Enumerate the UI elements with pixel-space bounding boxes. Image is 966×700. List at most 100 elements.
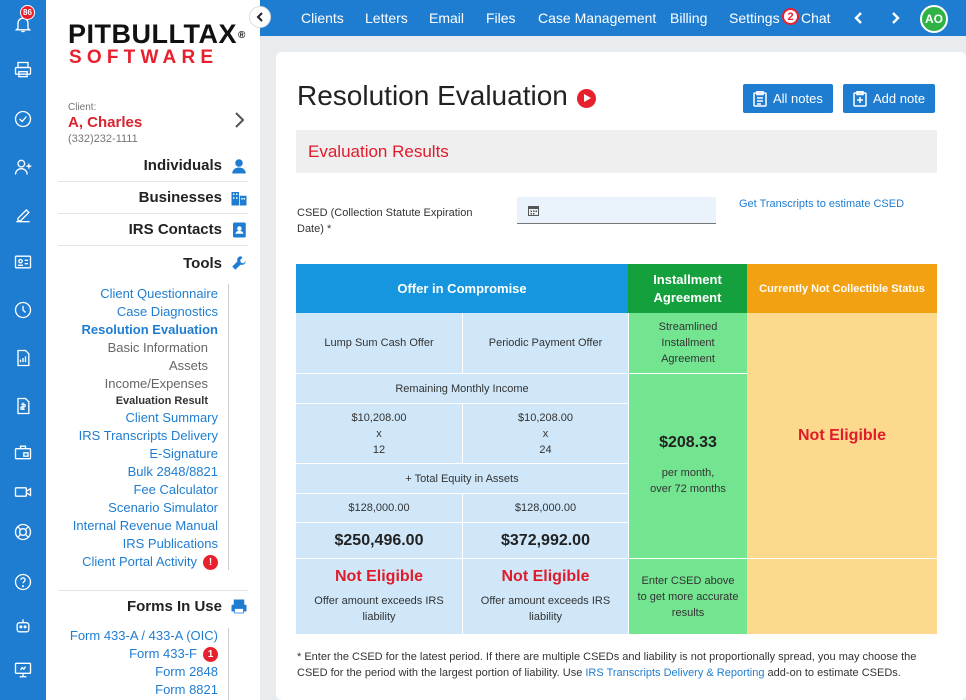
total-equity-label: + Total Equity in Assets — [296, 463, 628, 493]
printer-icon[interactable] — [11, 58, 35, 82]
ia-period-line1: per month, — [661, 467, 715, 479]
clipboard-icon — [753, 90, 767, 107]
lump-equity: $128,000.00 — [296, 493, 462, 522]
tool-client-questionnaire[interactable]: Client Questionnaire — [100, 286, 218, 301]
nav-forms-in-use-label: Forms In Use — [126, 598, 222, 615]
nav-prev-arrow[interactable] — [853, 11, 865, 25]
form-badge: 1 — [203, 647, 218, 663]
client-summary[interactable]: Client: A, Charles (332)232-1111 — [68, 102, 248, 145]
nav-settings[interactable]: Settings — [729, 10, 780, 26]
nav-individuals[interactable]: Individuals — [58, 150, 248, 182]
periodic-eligibility: Not Eligible Offer amount exceeds IRS li… — [462, 558, 628, 634]
tool-client-summary[interactable]: Client Summary — [125, 410, 218, 425]
chevron-right-icon[interactable] — [232, 110, 246, 130]
header-offer-in-compromise: Offer in Compromise — [296, 264, 628, 313]
periodic-equity: $128,000.00 — [462, 493, 628, 522]
invoice-icon[interactable] — [11, 394, 35, 418]
avatar[interactable]: AO — [920, 5, 948, 33]
pencil-icon[interactable] — [11, 203, 35, 227]
briefcase-lock-icon[interactable] — [11, 440, 35, 464]
robot-icon[interactable] — [11, 614, 35, 638]
periodic-total: $372,992.00 — [462, 522, 628, 558]
form-433-f-label: Form 433-F — [129, 646, 197, 661]
nav-irs-contacts[interactable]: IRS Contacts — [58, 214, 248, 246]
add-note-button[interactable]: Add note — [843, 84, 936, 113]
chevron-right-icon — [892, 12, 900, 24]
client-phone: (332)232-1111 — [68, 133, 138, 145]
lifebuoy-icon[interactable] — [11, 520, 35, 544]
monitor-icon[interactable] — [11, 658, 35, 682]
header-currently-not-collectible: Currently Not Collectible Status — [747, 264, 937, 313]
nav-businesses[interactable]: Businesses — [58, 182, 248, 214]
lump-income: $10,208.00 — [351, 411, 407, 424]
tool-e-signature[interactable]: E-Signature — [149, 446, 218, 461]
tool-client-portal-activity[interactable]: Client Portal Activity! — [82, 554, 218, 571]
notification-badge: 86 — [20, 5, 35, 20]
periodic-reason: Offer amount exceeds IRS liability — [480, 594, 611, 623]
tool-basic-information[interactable]: Basic Information — [107, 340, 208, 355]
nav-letters[interactable]: Letters — [365, 10, 408, 26]
csed-label: CSED (Collection Statute Expiration Date… — [297, 207, 473, 235]
lump-months: 12 — [372, 443, 386, 456]
tool-case-diagnostics[interactable]: Case Diagnostics — [116, 304, 218, 319]
evaluation-grid: Offer in Compromise Installment Agreemen… — [296, 264, 937, 634]
play-video-icon[interactable] — [577, 89, 596, 108]
tool-income-expenses[interactable]: Income/Expenses — [104, 376, 208, 391]
nav-businesses-label: Businesses — [138, 189, 222, 206]
form-2848[interactable]: Form 2848 — [155, 664, 218, 679]
tool-internal-revenue-manual[interactable]: Internal Revenue Manual — [72, 518, 218, 533]
remaining-monthly-income: Remaining Monthly Income — [296, 373, 628, 403]
contact-book-icon — [233, 222, 246, 237]
tool-fee-calculator[interactable]: Fee Calculator — [133, 482, 218, 497]
lump-sum-cash-offer: Lump Sum Cash Offer — [296, 313, 462, 373]
nav-email[interactable]: Email — [429, 10, 465, 26]
tool-evaluation-result[interactable]: Evaluation Result — [115, 395, 208, 407]
tools-tree-line — [228, 284, 229, 570]
periodic-multiply: x — [542, 427, 549, 440]
clock-icon[interactable] — [11, 298, 35, 322]
nav-billing[interactable]: Billing — [670, 10, 708, 26]
pitbulltax-logo[interactable]: PITBULLTAX® SOFTWARE — [68, 20, 248, 68]
periodic-months: 24 — [539, 443, 552, 456]
tool-irs-transcripts-delivery[interactable]: IRS Transcripts Delivery — [78, 428, 218, 443]
tool-assets[interactable]: Assets — [168, 358, 208, 373]
all-notes-label: All notes — [773, 91, 823, 106]
header-installment-agreement: Installment Agreement — [628, 264, 747, 313]
nav-tools[interactable]: Tools — [58, 247, 248, 279]
tool-scenario-simulator[interactable]: Scenario Simulator — [108, 500, 218, 515]
video-icon[interactable] — [11, 480, 35, 504]
calendar-icon — [528, 206, 539, 216]
nav-case-management[interactable]: Case Management — [538, 10, 657, 26]
tool-resolution-evaluation[interactable]: Resolution Evaluation — [81, 322, 218, 337]
lump-total: $250,496.00 — [296, 522, 462, 558]
irs-transcripts-link[interactable]: IRS Transcripts Delivery & Reporting — [585, 667, 765, 679]
help-icon[interactable] — [11, 570, 35, 594]
tool-client-portal-activity-label: Client Portal Activity — [82, 554, 197, 569]
form-8821[interactable]: Form 8821 — [155, 682, 218, 697]
id-card-icon[interactable] — [11, 250, 35, 274]
add-user-icon[interactable] — [11, 155, 35, 179]
get-transcripts-link[interactable]: Get Transcripts to estimate CSED — [739, 198, 905, 210]
tool-irs-publications[interactable]: IRS Publications — [122, 536, 218, 551]
person-icon — [232, 158, 246, 173]
nav-forms-in-use[interactable]: Forms In Use — [58, 590, 248, 622]
nav-chat[interactable]: Chat — [801, 10, 831, 26]
main-panel: Resolution Evaluation All notes Add note… — [276, 52, 966, 700]
form-433-f[interactable]: Form 433-F 1 — [129, 646, 218, 663]
nav-files[interactable]: Files — [486, 10, 516, 26]
nav-next-arrow[interactable] — [889, 11, 901, 25]
nav-clients[interactable]: Clients — [301, 10, 344, 26]
cnc-status: Not Eligible — [798, 426, 886, 444]
check-circle-icon[interactable] — [11, 107, 35, 131]
tool-bulk-2848-8821[interactable]: Bulk 2848/8821 — [127, 464, 218, 479]
top-nav: Clients Letters Email Files Case Managem… — [260, 0, 966, 36]
ia-period-line2: over 72 months — [650, 483, 726, 495]
client-caption: Client: — [68, 102, 97, 113]
csed-date-input[interactable] — [517, 197, 716, 224]
form-433-a[interactable]: Form 433-A / 433-A (OIC) — [69, 628, 218, 643]
logo-line2: SOFTWARE — [69, 47, 219, 68]
all-notes-button[interactable]: All notes — [743, 84, 833, 113]
collapse-sidebar-button[interactable] — [249, 6, 271, 28]
logo-registered: ® — [237, 30, 246, 41]
document-chart-icon[interactable] — [11, 346, 35, 370]
